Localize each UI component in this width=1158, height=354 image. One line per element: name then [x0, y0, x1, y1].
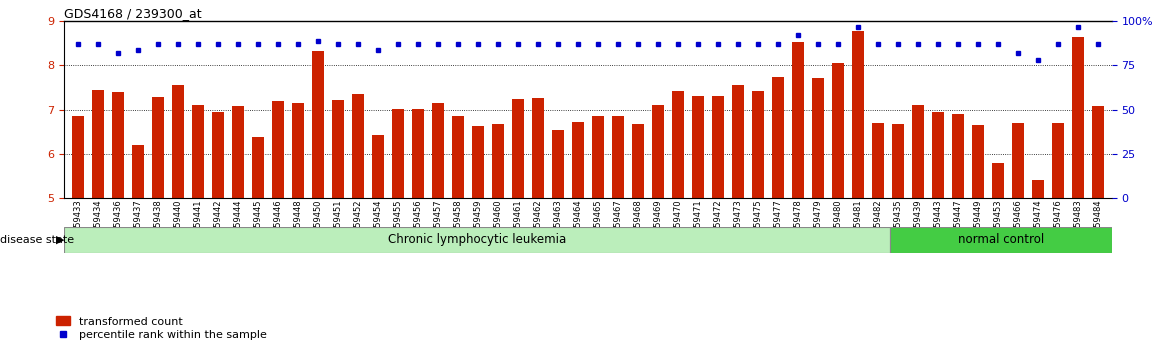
Bar: [991, 163, 1004, 198]
Bar: [1071, 37, 1084, 198]
Bar: [192, 105, 204, 198]
Bar: [372, 135, 383, 198]
Bar: [752, 91, 763, 198]
Bar: [232, 106, 243, 198]
Bar: [551, 130, 564, 198]
Bar: [391, 109, 404, 198]
Bar: [72, 116, 83, 198]
Bar: [892, 124, 903, 198]
Bar: [972, 125, 983, 198]
Bar: [452, 116, 463, 198]
Bar: [792, 42, 804, 198]
Bar: [132, 145, 144, 198]
Bar: [171, 85, 184, 198]
Bar: [352, 94, 364, 198]
Bar: [292, 103, 303, 198]
Bar: [111, 92, 124, 198]
Bar: [851, 31, 864, 198]
Bar: [312, 51, 324, 198]
Bar: [672, 91, 683, 198]
Bar: [712, 97, 724, 198]
Bar: [212, 112, 223, 198]
Bar: [771, 76, 784, 198]
Bar: [691, 97, 704, 198]
Bar: [611, 116, 624, 198]
Text: GDS4168 / 239300_at: GDS4168 / 239300_at: [64, 7, 201, 20]
Bar: [932, 113, 944, 198]
Bar: [1012, 123, 1024, 198]
Bar: [572, 122, 584, 198]
Bar: [1032, 180, 1043, 198]
Text: Chronic lymphocytic leukemia: Chronic lymphocytic leukemia: [388, 233, 566, 246]
Bar: [812, 78, 823, 198]
Legend: transformed count, percentile rank within the sample: transformed count, percentile rank withi…: [52, 312, 271, 345]
Bar: [64, 227, 891, 253]
Bar: [1092, 106, 1104, 198]
Bar: [532, 98, 544, 198]
Bar: [152, 97, 163, 198]
Bar: [91, 90, 104, 198]
Bar: [331, 100, 344, 198]
Bar: [1051, 123, 1064, 198]
Bar: [631, 124, 644, 198]
Bar: [952, 114, 963, 198]
Bar: [911, 105, 924, 198]
Text: ▶: ▶: [56, 235, 64, 245]
Bar: [512, 99, 523, 198]
Bar: [432, 103, 444, 198]
Text: normal control: normal control: [958, 233, 1045, 246]
Bar: [471, 126, 484, 198]
Bar: [831, 63, 844, 198]
Bar: [652, 105, 664, 198]
Text: disease state: disease state: [0, 235, 74, 245]
Bar: [272, 101, 284, 198]
Bar: [872, 123, 884, 198]
Bar: [492, 124, 504, 198]
Bar: [891, 227, 1112, 253]
Bar: [412, 109, 424, 198]
Bar: [732, 85, 743, 198]
Bar: [592, 116, 603, 198]
Bar: [251, 137, 264, 198]
